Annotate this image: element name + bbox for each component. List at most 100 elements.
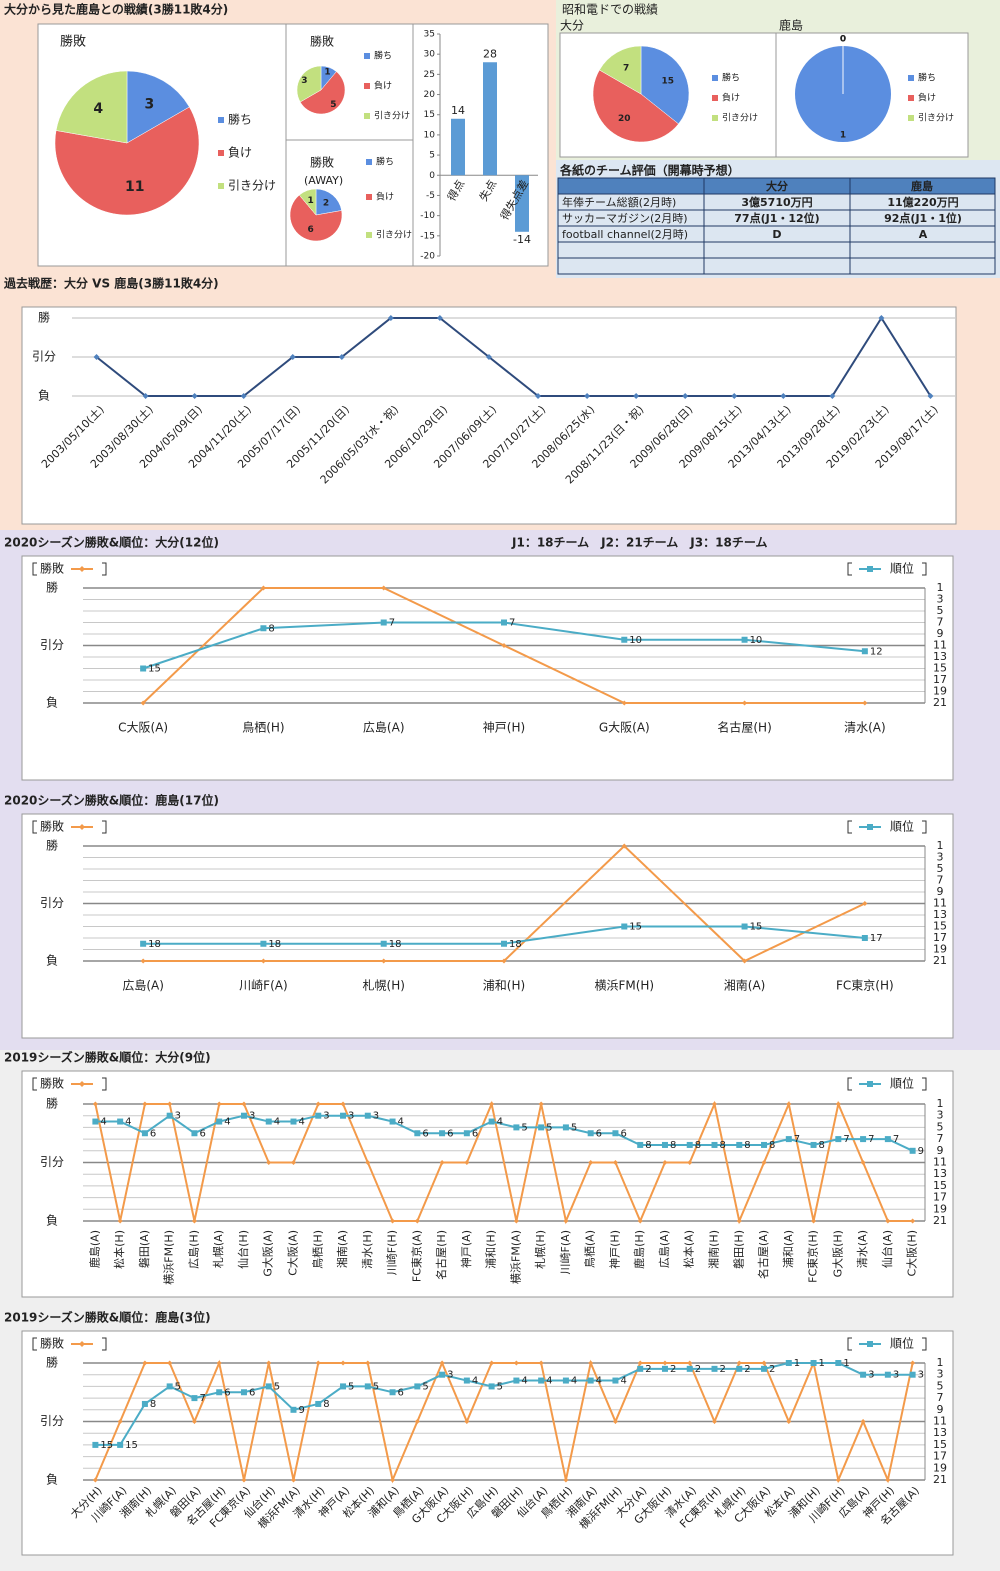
y2-tick-label: 7 bbox=[937, 1132, 944, 1145]
y2-tick-label: 13 bbox=[933, 650, 947, 663]
data-label: 3 bbox=[144, 96, 154, 112]
legend-bracket bbox=[102, 820, 107, 834]
data-label: 6 bbox=[596, 1128, 602, 1139]
chart-title: 2019シーズン勝敗&順位：鹿島(3位) bbox=[4, 1310, 211, 1325]
data-label: 1 bbox=[840, 130, 846, 140]
data-label: 18 bbox=[509, 939, 522, 950]
legend-swatch bbox=[712, 115, 718, 121]
marker bbox=[140, 940, 147, 947]
x-tick-label: 名古屋(H) bbox=[434, 1230, 448, 1280]
marker bbox=[216, 1360, 222, 1366]
marker bbox=[439, 1371, 446, 1378]
y-tick-label: 負 bbox=[46, 1214, 58, 1228]
marker bbox=[712, 1419, 717, 1424]
marker bbox=[927, 393, 934, 399]
data-label: 5 bbox=[373, 1381, 379, 1392]
table-cell: 11億220万円 bbox=[887, 195, 958, 209]
table-cell: サッカーマガジン(2月時) bbox=[562, 212, 688, 225]
marker bbox=[501, 619, 507, 626]
bar bbox=[483, 62, 497, 176]
marker bbox=[92, 1477, 98, 1483]
x-tick-label: 浦和(H) bbox=[485, 1230, 498, 1269]
legend-label: 勝ち bbox=[918, 72, 936, 84]
panel bbox=[21, 306, 957, 525]
data-label: 9 bbox=[299, 1405, 305, 1416]
marker bbox=[117, 1218, 123, 1224]
data-label: 7 bbox=[868, 1134, 874, 1145]
legend-bracket bbox=[847, 820, 852, 834]
marker bbox=[562, 1377, 569, 1384]
marker bbox=[810, 1141, 817, 1148]
y-tick-label: 負 bbox=[38, 389, 50, 403]
data-label: 4 bbox=[125, 1117, 131, 1128]
marker bbox=[761, 1365, 768, 1372]
marker bbox=[835, 1360, 842, 1366]
y-tick-label: 勝 bbox=[46, 1355, 58, 1370]
y2-tick-label: 5 bbox=[937, 604, 944, 617]
marker bbox=[736, 1218, 742, 1224]
stadium-title: 昭和電ドでの戦績 bbox=[562, 3, 658, 17]
x-tick-label: 広島(H) bbox=[186, 1230, 200, 1269]
pie-slice bbox=[126, 70, 190, 144]
y-tick-label: -5 bbox=[426, 191, 435, 201]
marker bbox=[240, 1389, 247, 1396]
chart-title: 2020シーズン勝敗&順位：鹿島(17位) bbox=[4, 793, 219, 808]
marker bbox=[563, 1477, 569, 1483]
x-tick-label: 名古屋(H) bbox=[717, 720, 771, 735]
marker bbox=[338, 354, 345, 360]
y2-tick-label: 11 bbox=[933, 639, 947, 652]
data-label: 4 bbox=[521, 1376, 527, 1387]
marker bbox=[463, 1130, 470, 1137]
data-label: 18 bbox=[268, 939, 281, 950]
x-tick-label: 松本(H) bbox=[112, 1230, 126, 1269]
marker bbox=[436, 315, 443, 321]
marker bbox=[780, 393, 787, 399]
y2-tick-label: 21 bbox=[933, 696, 947, 709]
marker bbox=[761, 1141, 768, 1148]
marker bbox=[340, 1112, 347, 1119]
legend-label: 引き分け bbox=[228, 179, 276, 193]
data-label: 8 bbox=[670, 1140, 676, 1151]
chart-title: 過去戦歴：大分 VS 鹿島(3勝11敗4分) bbox=[3, 276, 219, 291]
pie-slice bbox=[299, 71, 346, 115]
marker bbox=[637, 1365, 644, 1372]
data-label: 4 bbox=[596, 1376, 602, 1387]
x-tick-label: 神戸(H) bbox=[483, 721, 525, 735]
marker bbox=[216, 1101, 222, 1107]
x-tick-label: 鳥栖(A) bbox=[583, 1230, 597, 1268]
y2-tick-label: 3 bbox=[937, 1109, 944, 1122]
marker bbox=[92, 1118, 99, 1125]
data-label: 1 bbox=[819, 1358, 825, 1369]
marker bbox=[141, 1400, 148, 1407]
y2-tick-label: 7 bbox=[937, 616, 944, 629]
marker bbox=[390, 1477, 396, 1483]
y-tick-label: -10 bbox=[420, 211, 435, 221]
y2-tick-label: 15 bbox=[933, 1179, 947, 1192]
data-label: 6 bbox=[199, 1128, 205, 1139]
y2-tick-label: 9 bbox=[937, 885, 944, 898]
marker bbox=[884, 1371, 891, 1378]
pie-slice bbox=[298, 188, 317, 216]
x-tick-label: 神戸(H) bbox=[607, 1230, 621, 1269]
data-label: 4 bbox=[299, 1117, 305, 1128]
marker bbox=[191, 1130, 198, 1137]
data-label: 6 bbox=[422, 1128, 428, 1139]
marker bbox=[167, 1101, 173, 1107]
data-label: 18 bbox=[148, 939, 161, 950]
y-tick-label: 15 bbox=[424, 110, 435, 120]
data-label: 3 bbox=[348, 1111, 354, 1122]
marker bbox=[141, 1130, 148, 1137]
chart-title: 大分 bbox=[560, 19, 584, 33]
data-label: 7 bbox=[623, 64, 629, 74]
marker bbox=[686, 1141, 693, 1148]
marker bbox=[380, 940, 387, 947]
data-label: 0 bbox=[840, 34, 846, 44]
table-cell: 92点(J1・1位) bbox=[884, 211, 962, 225]
marker bbox=[240, 1112, 247, 1119]
legend-swatch bbox=[908, 115, 914, 121]
legend-swatch bbox=[366, 232, 372, 238]
marker bbox=[621, 636, 628, 643]
marker bbox=[485, 354, 492, 360]
data-label: 1 bbox=[843, 1358, 849, 1369]
legend-label: 引き分け bbox=[722, 113, 758, 124]
